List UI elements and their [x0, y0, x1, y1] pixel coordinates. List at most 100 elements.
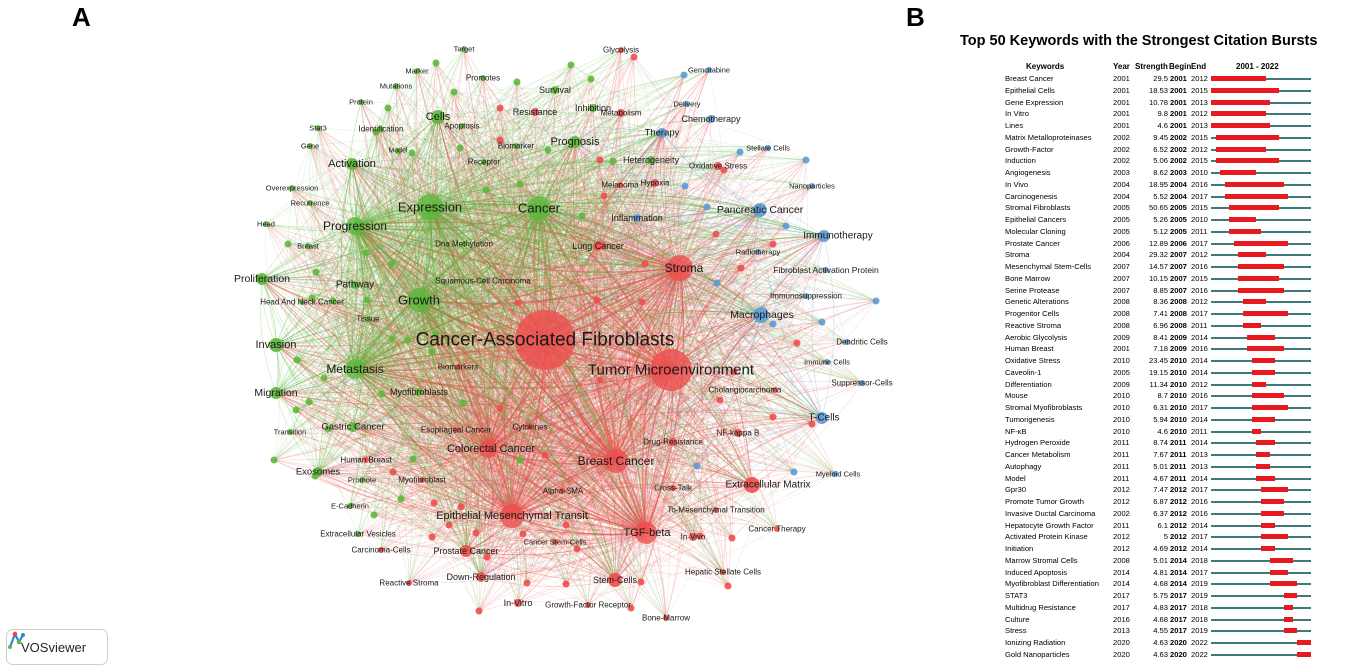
network-link [437, 116, 617, 462]
burst-end: 2016 [1191, 262, 1208, 271]
network-link [615, 460, 717, 511]
network-link [615, 267, 681, 462]
network-link [640, 509, 717, 583]
network-link [614, 369, 672, 581]
network-link [487, 165, 719, 450]
network-link [534, 111, 617, 462]
network-link [354, 107, 392, 370]
network-link [455, 141, 576, 431]
network-link [645, 389, 776, 534]
network-link [511, 513, 647, 534]
network-link [418, 299, 617, 462]
burst-end: 2017 [1191, 532, 1208, 542]
network-link [275, 392, 489, 450]
burst-end: 2015 [1191, 85, 1208, 95]
network-node [681, 182, 689, 190]
network-link [261, 278, 616, 581]
network-link [354, 368, 384, 551]
panel-a-letter: A [72, 2, 91, 32]
network-link [354, 366, 739, 434]
network-link [597, 132, 663, 247]
burst-row: Human Breast 2001 7.18 2009 2016 [950, 343, 1358, 355]
network-link [354, 225, 531, 428]
network-node [514, 299, 522, 307]
network-link [487, 448, 647, 534]
network-link [275, 344, 753, 486]
burst-begin: 2017 [1170, 614, 1187, 624]
burst-bar [1270, 569, 1289, 575]
node-label: Drug-Resistance [643, 438, 703, 447]
network-link [429, 206, 599, 247]
network-link [480, 448, 493, 578]
network-link [351, 163, 393, 551]
network-link [429, 206, 460, 368]
burst-keyword: Myofibroblast Differentiation [1005, 579, 1099, 589]
network-link [429, 206, 694, 538]
header-begin: Begin [1169, 62, 1192, 71]
network-link [261, 238, 599, 280]
burst-year: 2017 [1113, 602, 1130, 612]
network-link [354, 221, 681, 269]
network-link [418, 111, 536, 301]
burst-bar [1242, 299, 1266, 305]
burst-strength: 7.18 [1153, 344, 1168, 354]
network-link [261, 247, 681, 280]
network-link [275, 392, 647, 534]
network-link [429, 112, 622, 208]
burst-end: 2014 [1191, 473, 1208, 483]
network-link [538, 207, 674, 489]
burst-bar [1297, 651, 1311, 657]
network-link [511, 460, 617, 517]
network-link [365, 184, 621, 254]
network-link [538, 207, 823, 419]
network-link [354, 368, 674, 489]
network-link [645, 522, 778, 534]
network-link [480, 473, 836, 578]
network-link [615, 460, 724, 573]
burst-row: Molecular Cloning 2005 5.12 2005 2011 [950, 226, 1358, 238]
network-link [679, 235, 825, 269]
burst-end: 2014 [1191, 356, 1208, 365]
burst-row: Promote Tumor Growth 2012 6.87 2012 2016 [950, 496, 1358, 508]
network-link [633, 56, 776, 391]
network-node [430, 499, 438, 507]
burst-row: Matrix Metalloproteinases 2002 9.45 2002 201… [950, 132, 1358, 144]
burst-bar [1283, 604, 1293, 610]
network-link [418, 245, 599, 301]
node-label: Carcinoma-Cells [351, 546, 410, 555]
node-label: Oxidative Stress [689, 162, 747, 171]
burst-year: 2002 [1113, 156, 1130, 166]
burst-begin: 2011 [1170, 438, 1187, 448]
network-node [292, 406, 300, 414]
network-link [351, 163, 753, 486]
network-link [487, 207, 540, 450]
burst-begin: 2010 [1170, 356, 1187, 365]
burst-begin: 2007 [1170, 273, 1187, 283]
burst-year: 2005 [1113, 203, 1130, 213]
network-link [457, 366, 672, 382]
network-link [352, 206, 431, 428]
network-link [418, 207, 540, 301]
network-link [457, 207, 540, 368]
network-link [661, 132, 687, 443]
network-link [487, 448, 556, 543]
network-node [513, 78, 521, 86]
network-link [317, 245, 599, 473]
node-label: Proliferation [234, 273, 290, 285]
burst-keyword: Aerobic Glycolysis [1005, 332, 1068, 342]
burst-strength: 8.36 [1153, 297, 1168, 307]
network-link [418, 299, 616, 581]
network-link [354, 111, 536, 227]
network-node [456, 144, 464, 152]
network-link [354, 225, 617, 462]
burst-end: 2016 [1191, 497, 1208, 506]
network-link [487, 112, 622, 450]
node-label: Target [454, 45, 476, 54]
network-link [429, 206, 672, 371]
network-link [429, 206, 599, 247]
keyword-cooccurrence-network: Cancer-Associated Fibroblasts Tumor Micro… [234, 45, 893, 623]
network-link [487, 448, 617, 465]
burst-begin: 2008 [1170, 309, 1187, 318]
burst-row: Mouse 2010 8.7 2010 2016 [950, 390, 1358, 402]
burst-begin: 2002 [1170, 132, 1187, 142]
